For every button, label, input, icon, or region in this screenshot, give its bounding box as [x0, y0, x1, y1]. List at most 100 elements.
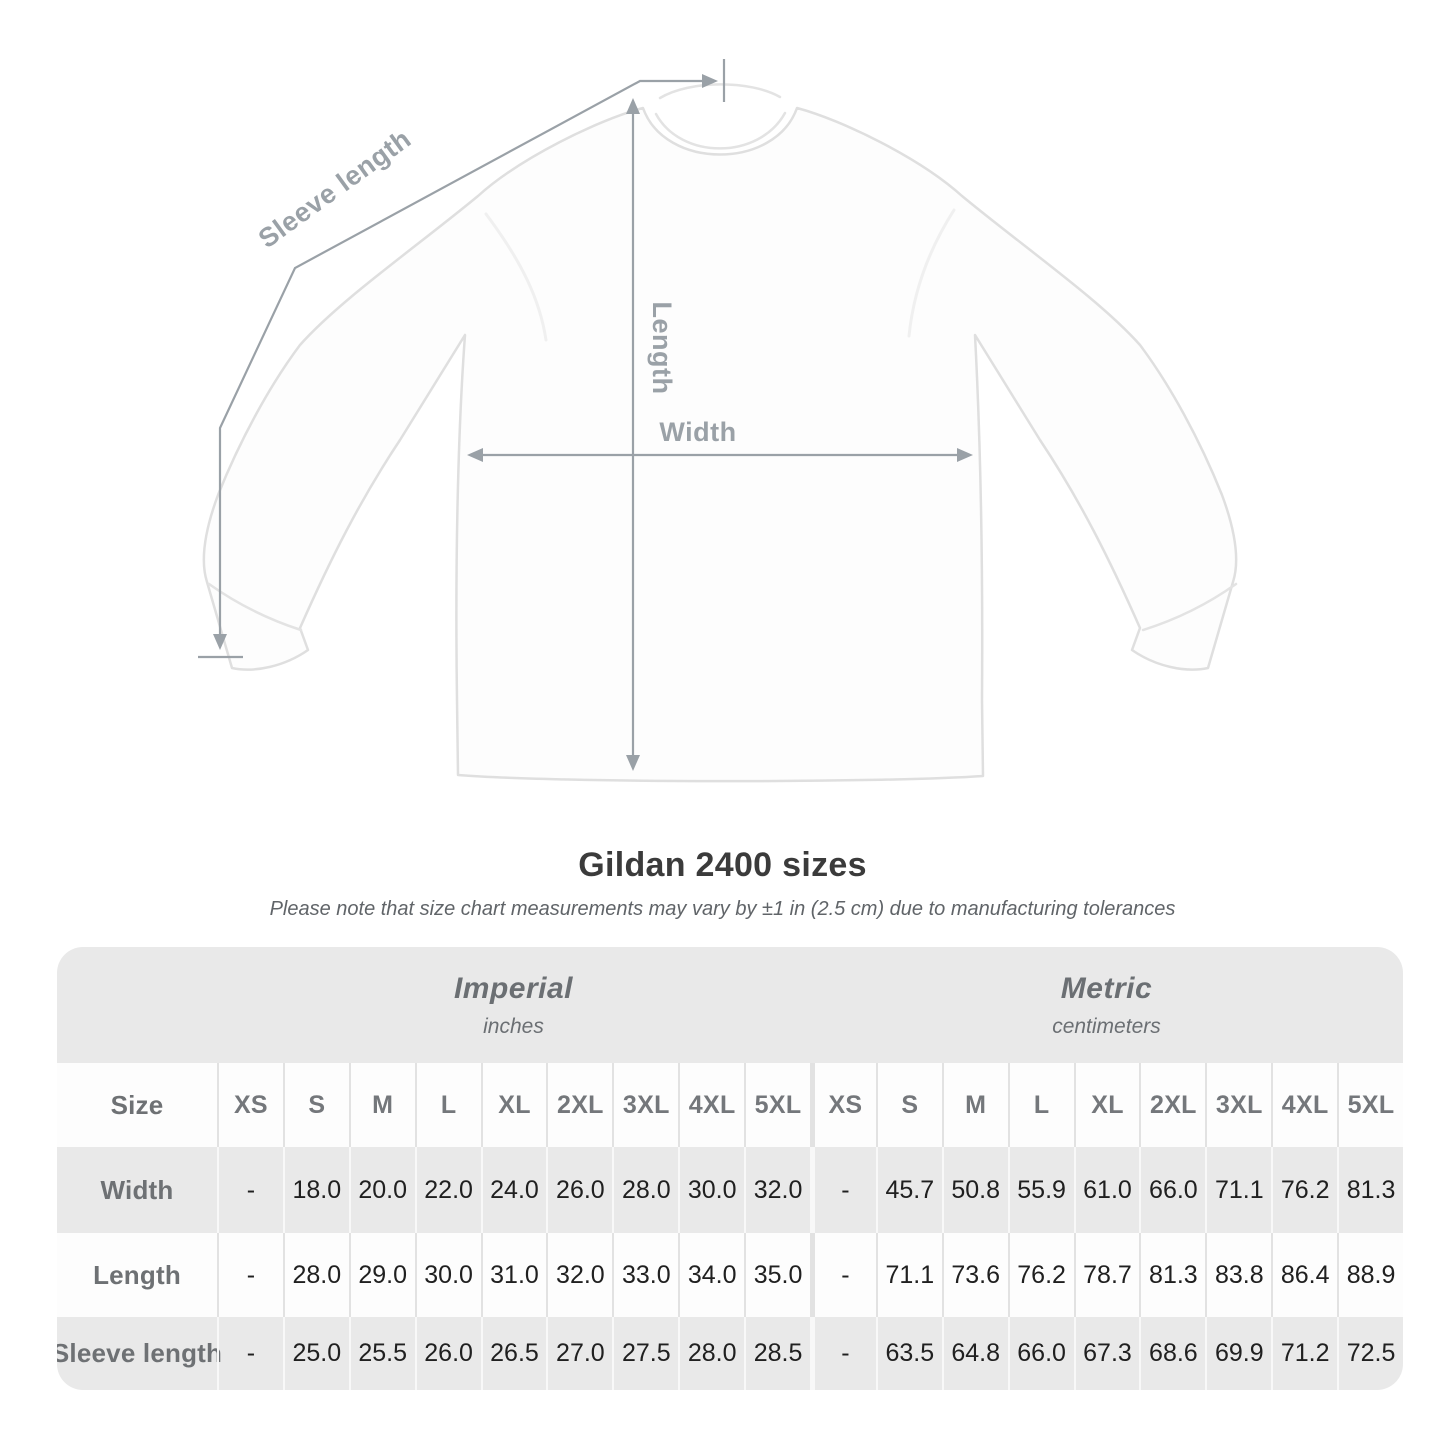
table-cell: 22.0 [414, 1147, 481, 1233]
size-table-grid: Imperial inches Metric centimeters Size … [57, 947, 1403, 1390]
table-cell: 68.6 [1139, 1317, 1205, 1390]
table-cell: 73.6 [941, 1233, 1008, 1317]
collar-inner-edge [654, 111, 787, 150]
size-col-header: M [348, 1063, 415, 1147]
width-label: Width [659, 417, 736, 447]
table-cell: 71.1 [1205, 1147, 1271, 1233]
table-cell: 30.0 [414, 1233, 481, 1317]
table-cell: 67.3 [1073, 1317, 1140, 1390]
table-cell: 76.2 [1271, 1147, 1337, 1233]
sleeve-arrow-down [213, 634, 227, 650]
page-title: Gildan 2400 sizes [578, 846, 867, 884]
table-cell: 27.0 [546, 1317, 612, 1390]
imperial-group-header: Imperial inches [217, 947, 810, 1063]
table-cell: 66.0 [1007, 1317, 1074, 1390]
size-col-header: M [941, 1063, 1008, 1147]
table-cell: 66.0 [1139, 1147, 1205, 1233]
size-col-header: XL [480, 1063, 547, 1147]
size-col-header: XL [1073, 1063, 1140, 1147]
size-col-header: 4XL [1271, 1063, 1338, 1147]
table-cell: 28.5 [744, 1317, 810, 1390]
width-arrow-left [467, 448, 483, 462]
table-cell: 27.5 [612, 1317, 678, 1390]
size-col-header: 4XL [678, 1063, 745, 1147]
table-cell: 30.0 [678, 1147, 744, 1233]
width-arrow-right [957, 448, 973, 462]
table-cell: 63.5 [875, 1317, 942, 1390]
table-cell: 35.0 [744, 1233, 810, 1317]
left-shoulder-fold [484, 212, 548, 342]
table-cell: 34.0 [678, 1233, 745, 1317]
table-cell: 28.0 [282, 1233, 349, 1317]
table-cell: 83.8 [1205, 1233, 1272, 1317]
table-cell: - [217, 1147, 283, 1233]
size-col-header: 2XL [1139, 1063, 1206, 1147]
collar-back-edge [658, 83, 782, 100]
table-cell: 45.7 [875, 1147, 942, 1233]
table-cell: - [217, 1233, 283, 1317]
size-col-header: 5XL [744, 1063, 810, 1147]
metric-group-header: Metric centimeters [810, 947, 1403, 1063]
table-cell: 26.0 [414, 1317, 481, 1390]
size-col-header: S [875, 1063, 942, 1147]
table-cell: - [217, 1317, 283, 1390]
table-cell: 55.9 [1007, 1147, 1074, 1233]
table-cell: - [809, 1147, 876, 1233]
table-cell: 29.0 [348, 1233, 415, 1317]
table-cell: - [809, 1317, 876, 1390]
table-cell: 18.0 [282, 1147, 349, 1233]
size-col-header: L [1007, 1063, 1074, 1147]
table-cell: 33.0 [612, 1233, 679, 1317]
table-cell: 32.0 [744, 1147, 810, 1233]
table-cell: 76.2 [1007, 1233, 1074, 1317]
shirt-measurement-diagram: Sleeve length Length Width [198, 59, 1238, 783]
table-cell: 26.0 [546, 1147, 612, 1233]
right-cuff-seam [1141, 582, 1238, 632]
size-table: Imperial inches Metric centimeters Size … [57, 947, 1403, 1390]
unit-header-spacer [57, 947, 217, 1063]
size-col-header: 2XL [546, 1063, 613, 1147]
table-cell: 25.0 [282, 1317, 349, 1390]
left-cuff-seam [207, 582, 303, 632]
size-col-header: 3XL [1205, 1063, 1272, 1147]
size-col-header: S [282, 1063, 349, 1147]
metric-group-name: Metric [1060, 971, 1153, 1005]
table-cell: 64.8 [941, 1317, 1008, 1390]
table-cell: - [809, 1233, 876, 1317]
size-col-header: XS [217, 1063, 283, 1147]
shirt-outline [202, 106, 1238, 783]
table-cell: 24.0 [480, 1147, 547, 1233]
row-label-length: Length [57, 1233, 217, 1317]
sleeve-measure-line [218, 79, 704, 636]
size-col-header: L [414, 1063, 481, 1147]
table-cell: 25.5 [348, 1317, 415, 1390]
table-cell: 78.7 [1073, 1233, 1140, 1317]
table-cell: 81.3 [1337, 1147, 1403, 1233]
table-cell: 61.0 [1073, 1147, 1140, 1233]
sleeve-arrow-right [702, 74, 718, 88]
table-cell: 28.0 [612, 1147, 678, 1233]
table-cell: 69.9 [1205, 1317, 1271, 1390]
table-cell: 50.8 [941, 1147, 1008, 1233]
table-cell: 81.3 [1139, 1233, 1206, 1317]
length-label: Length [647, 302, 677, 395]
sleeve-length-label: Sleeve length [253, 124, 417, 254]
tolerance-note: Please note that size chart measurements… [269, 898, 1176, 920]
size-col-header: XS [809, 1063, 876, 1147]
table-cell: 88.9 [1337, 1233, 1403, 1317]
table-cell: 31.0 [480, 1233, 547, 1317]
table-cell: 28.0 [678, 1317, 744, 1390]
size-col-header: 3XL [612, 1063, 679, 1147]
table-cell: 86.4 [1271, 1233, 1338, 1317]
row-label-width: Width [100, 1174, 174, 1205]
right-shoulder-fold [907, 208, 956, 338]
imperial-group-name: Imperial [453, 971, 574, 1005]
length-arrow-down [626, 755, 640, 771]
size-col-header: 5XL [1337, 1063, 1403, 1147]
table-cell: 32.0 [546, 1233, 613, 1317]
row-label-sleeve-length: Sleeve length [57, 1338, 223, 1368]
table-cell: 71.1 [875, 1233, 942, 1317]
table-cell: 26.5 [480, 1317, 547, 1390]
imperial-group-unit: inches [483, 1014, 544, 1038]
